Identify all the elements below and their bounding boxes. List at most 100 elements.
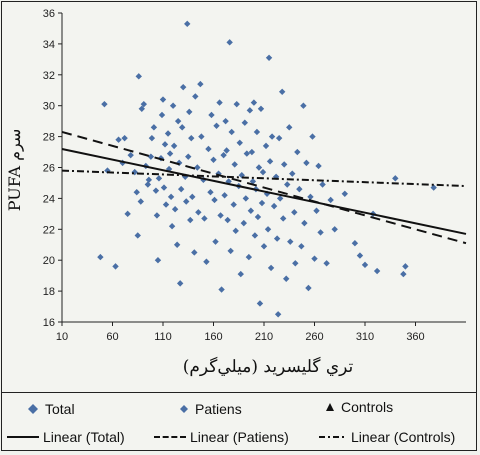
data-point [287,238,294,245]
trendline-controls [61,169,467,188]
legend-item-total: Total [27,401,75,417]
data-point [101,100,108,108]
data-point [266,158,274,165]
data-point [319,181,326,188]
data-point [301,219,308,227]
data-point [250,99,258,106]
data-point [187,216,194,224]
data-point [303,159,310,167]
y-axis-title: PUFA سرم [5,129,24,211]
data-point [361,261,369,269]
data-point [265,54,273,62]
legend-label-patiens: Patiens [195,401,242,417]
data-point [311,255,318,262]
trendline-patiens [61,131,467,245]
data-point [138,105,145,112]
data-point [184,20,191,28]
data-point [153,212,161,219]
data-point [185,153,192,160]
data-point [183,198,190,205]
data-point [140,100,148,108]
data-point [155,175,163,182]
data-point [115,136,122,143]
data-point [402,263,409,270]
legend-marker-controls [326,403,334,411]
data-point [222,117,229,125]
data-point [178,124,186,131]
legend-label-controls: Controls [341,399,394,415]
data-point [231,161,238,168]
data-point [161,141,169,148]
data-point [291,209,298,216]
data-point [205,145,212,153]
x-tick-label: 10 [56,331,68,343]
data-point [356,252,364,259]
data-point [217,212,224,219]
data-point [223,147,230,154]
data-point [208,111,215,119]
data-point [144,181,152,188]
data-point [257,105,265,112]
x-axis-title: تري گليسريد (ميلي‌گرم) [183,356,354,377]
ticks-layer: 16 18 20 22 24 26 28 30 32 34 36 10 60 110 160 210 260 31… [43,8,425,343]
data-point [121,134,128,142]
legend-line-patiens [154,436,186,438]
data-point [289,170,296,177]
data-point [158,111,166,119]
data-point [148,134,156,142]
data-point [341,190,348,197]
data-point [154,257,162,264]
y-tick-label: 36 [43,8,55,20]
data-point [97,253,104,261]
x-tick-label: 360 [406,331,424,343]
y-tick-label: 20 [43,255,55,267]
data-point [254,213,262,221]
data-point [249,178,257,185]
data-point [216,99,223,106]
data-point [313,207,320,214]
data-point [305,284,312,292]
data-point [135,73,142,80]
legend-label-total: Total [45,401,75,417]
data-point [315,162,322,170]
data-point [230,201,237,208]
data-point [152,187,160,194]
data-point [283,275,290,282]
data-point [400,270,407,278]
y-tick-label: 16 [43,317,55,329]
data-point [188,134,195,142]
legend-marker-total [28,404,38,414]
x-tick-label: 160 [204,331,222,343]
data-point [284,181,291,188]
data-point [210,156,217,163]
data-point [373,267,381,275]
data-point [167,193,175,201]
data-point [224,216,231,224]
points-layer [97,20,437,318]
data-point [211,196,218,204]
y-tick-label: 18 [43,286,55,298]
data-point [259,168,267,176]
data-point [104,167,111,174]
data-point [278,88,286,95]
data-point [212,238,219,245]
data-point [323,260,330,267]
data-point [267,264,275,272]
data-point [243,150,251,157]
data-point [194,164,201,171]
data-point [430,184,437,191]
data-point [192,93,199,100]
legend-item-linear-total: Linear (Total) [7,429,125,445]
data-point [281,161,288,168]
data-point [327,196,334,204]
data-point [392,175,399,182]
legend-label-linear-total: Linear (Total) [43,429,125,445]
data-point [279,215,287,222]
x-tick-label: 110 [154,331,172,343]
legend-item-linear-controls: Linear (Controls) [319,429,455,445]
data-point [275,134,283,142]
data-point [131,168,138,176]
data-point [260,243,268,250]
data-point [220,151,227,159]
